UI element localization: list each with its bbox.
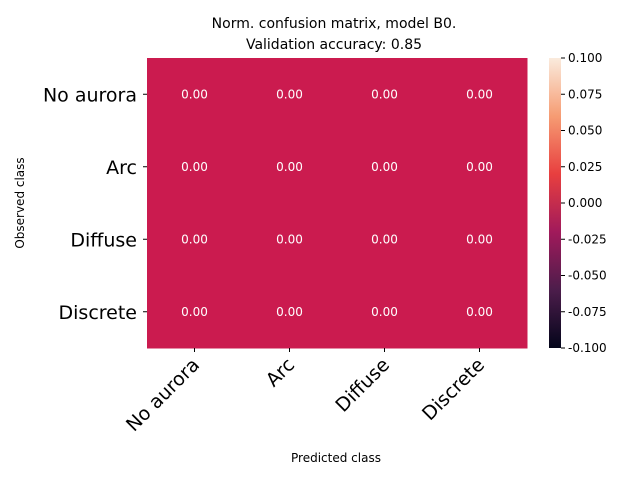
heatmap-cell — [337, 275, 433, 349]
heatmap-cell — [432, 275, 528, 349]
colorbar-tick-label: 0.025 — [568, 160, 602, 174]
y-tick-label: No aurora — [43, 84, 137, 106]
colorbar-tick-label: 0.000 — [568, 196, 602, 210]
heatmap-cell — [432, 130, 528, 204]
heatmap-cell — [337, 58, 433, 131]
colorbar-tick-label: -0.050 — [568, 269, 607, 283]
x-tick-label: No aurora — [122, 354, 204, 436]
heatmap-cell — [242, 203, 338, 276]
heatmap-cell — [242, 58, 338, 131]
colorbar-tick-label: -0.025 — [568, 232, 607, 246]
colorbar-tick-label: 0.100 — [568, 51, 602, 65]
cell-value-label: 0.00 — [466, 160, 493, 174]
colorbar-tick-label: 0.050 — [568, 124, 602, 138]
colorbar — [549, 58, 561, 348]
heatmap-cell — [337, 130, 433, 204]
heatmap-cell — [147, 275, 243, 349]
cell-value-label: 0.00 — [276, 87, 303, 101]
heatmap-cell — [147, 203, 243, 276]
colorbar-tick-label: -0.075 — [568, 305, 607, 319]
cell-value-label: 0.00 — [276, 232, 303, 246]
heatmap-cell — [337, 203, 433, 276]
cell-value-label: 0.00 — [371, 305, 398, 319]
heatmap-cell — [147, 58, 243, 131]
x-tick-label: Arc — [262, 354, 299, 391]
cell-value-label: 0.00 — [466, 232, 493, 246]
colorbar-tick-label: -0.100 — [568, 341, 607, 355]
cell-value-label: 0.00 — [466, 87, 493, 101]
cell-value-label: 0.00 — [181, 232, 208, 246]
heatmap-cell — [242, 130, 338, 204]
cell-value-label: 0.00 — [371, 160, 398, 174]
x-tick-label: Diffuse — [331, 354, 394, 417]
cell-value-label: 0.00 — [466, 305, 493, 319]
heatmap-cell — [147, 130, 243, 204]
cell-value-label: 0.00 — [181, 160, 208, 174]
y-axis-label: Observed class — [13, 157, 27, 248]
cell-value-label: 0.00 — [276, 305, 303, 319]
cell-value-label: 0.00 — [181, 87, 208, 101]
x-axis-label: Predicted class — [291, 451, 381, 465]
cell-value-label: 0.00 — [276, 160, 303, 174]
y-tick-label: Diffuse — [70, 229, 137, 251]
y-tick-label: Arc — [106, 157, 137, 179]
x-axis-ticks: No aurora Arc Diffuse Discrete — [122, 348, 489, 436]
chart-title-line-1: Norm. confusion matrix, model B0. — [212, 16, 457, 32]
x-tick-label: Discrete — [418, 354, 489, 425]
heatmap-cell — [242, 275, 338, 349]
cell-value-label: 0.00 — [181, 305, 208, 319]
y-tick-label: Discrete — [59, 302, 137, 324]
heatmap-cell — [432, 58, 528, 131]
chart-title-line-2: Validation accuracy: 0.85 — [246, 37, 422, 53]
cell-value-label: 0.00 — [371, 232, 398, 246]
y-axis-ticks: No aurora Arc Diffuse Discrete — [43, 84, 147, 324]
heatmap-cell — [432, 203, 528, 276]
cell-value-label: 0.00 — [371, 87, 398, 101]
colorbar-tick-label: 0.075 — [568, 87, 602, 101]
colorbar-ticks: 0.100 0.075 0.050 0.025 0.000 -0.025 -0.050 -0.… — [561, 51, 607, 355]
heatmap-cell-labels: 0.00 0.00 0.00 0.00 0.00 0.00 0.00 0.00 0.00 0.00… — [181, 87, 493, 319]
heatmap-cells — [147, 58, 528, 349]
